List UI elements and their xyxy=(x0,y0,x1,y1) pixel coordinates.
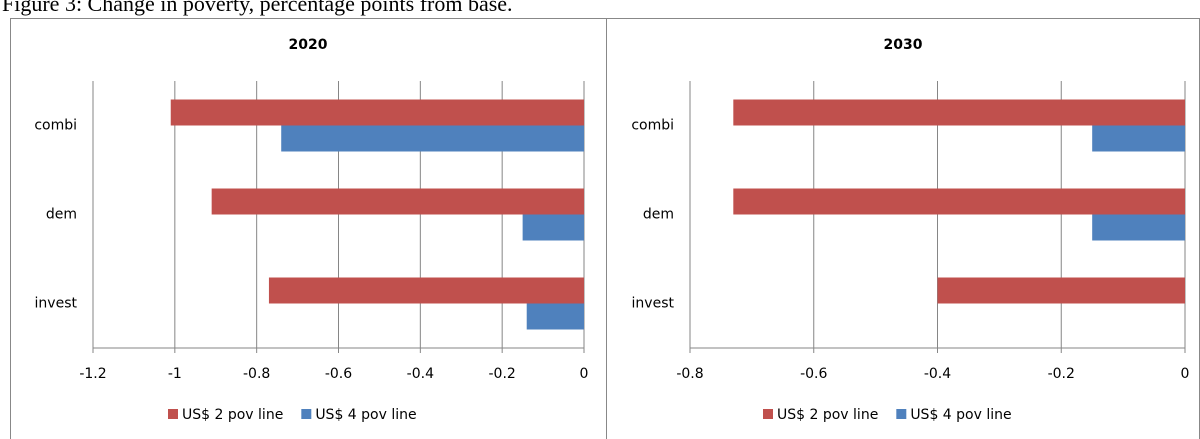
x-tick-label: -0.4 xyxy=(924,366,951,382)
legend-swatch xyxy=(301,409,312,419)
bar xyxy=(268,277,584,304)
bar xyxy=(526,303,584,330)
x-tick-label: -0.8 xyxy=(243,366,270,382)
bar xyxy=(170,99,584,126)
bar xyxy=(211,188,585,215)
legend-label: US$ 4 pov line xyxy=(315,407,416,423)
y-tick-label: combi xyxy=(34,118,77,134)
y-tick-label: invest xyxy=(35,296,78,312)
x-tick-label: -1 xyxy=(168,366,182,382)
x-tick-label: 0 xyxy=(580,366,589,382)
legend-swatch xyxy=(168,409,178,419)
legend-label: US$ 2 pov line xyxy=(777,407,878,423)
legend-swatch xyxy=(896,409,907,419)
x-tick-label: -0.2 xyxy=(1048,366,1075,382)
x-tick-label: -0.6 xyxy=(800,366,827,382)
bar xyxy=(937,277,1185,304)
chart-title: 2030 xyxy=(884,37,923,53)
x-tick-label: -0.4 xyxy=(407,366,434,382)
x-tick-label: -0.6 xyxy=(325,366,352,382)
x-tick-label: -0.2 xyxy=(489,366,516,382)
y-tick-label: dem xyxy=(46,207,77,223)
legend-swatch xyxy=(763,409,773,419)
y-tick-label: invest xyxy=(632,296,675,312)
bar xyxy=(733,99,1185,126)
bar xyxy=(733,188,1185,215)
x-tick-label: -1.2 xyxy=(79,366,106,382)
bar xyxy=(281,125,584,152)
legend-label: US$ 2 pov line xyxy=(182,407,283,423)
legend-label: US$ 4 pov line xyxy=(910,407,1011,423)
chart-title: 2020 xyxy=(289,37,328,53)
bar xyxy=(1092,125,1185,152)
bar xyxy=(522,214,584,241)
x-tick-label: 0 xyxy=(1181,366,1190,382)
y-tick-label: combi xyxy=(631,118,674,134)
x-tick-label: -0.8 xyxy=(676,366,703,382)
bar xyxy=(1092,214,1185,241)
y-tick-label: dem xyxy=(643,207,674,223)
caption: Figure 3: Change in poverty, percentage … xyxy=(2,0,513,16)
